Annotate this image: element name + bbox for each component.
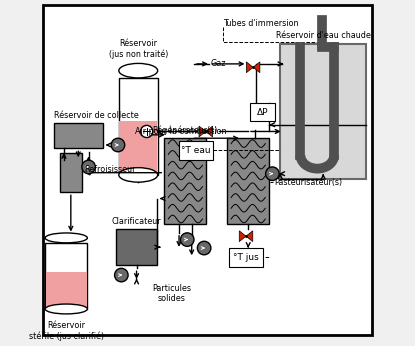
Text: Tubes d'immersion: Tubes d'immersion bbox=[223, 19, 298, 28]
Bar bbox=[250, 103, 275, 121]
Text: Régénérateur(s): Régénérateur(s) bbox=[153, 125, 218, 135]
Text: °T eau: °T eau bbox=[181, 146, 210, 155]
Polygon shape bbox=[206, 126, 212, 137]
Text: ΔP: ΔP bbox=[256, 108, 268, 117]
Text: Réservoir d'eau chaude: Réservoir d'eau chaude bbox=[276, 31, 371, 40]
Text: Air pour la combustion: Air pour la combustion bbox=[135, 127, 226, 136]
Circle shape bbox=[82, 160, 95, 174]
Circle shape bbox=[266, 167, 279, 181]
Bar bbox=[227, 138, 269, 225]
Circle shape bbox=[181, 233, 194, 246]
Bar bbox=[119, 78, 158, 175]
Bar bbox=[54, 123, 103, 148]
Polygon shape bbox=[253, 62, 260, 73]
Bar bbox=[60, 153, 82, 192]
Bar bbox=[116, 229, 157, 265]
Bar bbox=[280, 44, 366, 179]
Bar bbox=[120, 120, 157, 174]
Polygon shape bbox=[247, 62, 253, 73]
Circle shape bbox=[198, 241, 211, 255]
Ellipse shape bbox=[45, 233, 88, 243]
Text: Clarificateur: Clarificateur bbox=[112, 217, 161, 226]
Polygon shape bbox=[239, 231, 246, 242]
Bar bbox=[179, 141, 212, 160]
Bar bbox=[164, 138, 207, 225]
Bar bbox=[46, 272, 87, 308]
Text: Particules
solides: Particules solides bbox=[153, 283, 192, 303]
Text: °T jus: °T jus bbox=[233, 253, 259, 262]
Text: Pasteurisateur(s): Pasteurisateur(s) bbox=[274, 177, 342, 186]
Circle shape bbox=[141, 125, 153, 138]
Circle shape bbox=[115, 268, 128, 282]
Polygon shape bbox=[246, 231, 253, 242]
Text: Réservoir
stérile (jus clarifié): Réservoir stérile (jus clarifié) bbox=[29, 321, 104, 341]
Polygon shape bbox=[199, 126, 206, 137]
Ellipse shape bbox=[119, 168, 158, 182]
Circle shape bbox=[111, 138, 125, 152]
Text: Gaz: Gaz bbox=[210, 60, 226, 69]
Bar bbox=[45, 243, 88, 309]
Text: Réservoir de collecte: Réservoir de collecte bbox=[54, 111, 139, 120]
Text: Réservoir
(jus non traité): Réservoir (jus non traité) bbox=[109, 39, 168, 59]
Bar bbox=[229, 248, 263, 267]
Text: Refroisisseur: Refroisisseur bbox=[85, 165, 136, 174]
Ellipse shape bbox=[45, 304, 88, 314]
Ellipse shape bbox=[119, 63, 158, 78]
